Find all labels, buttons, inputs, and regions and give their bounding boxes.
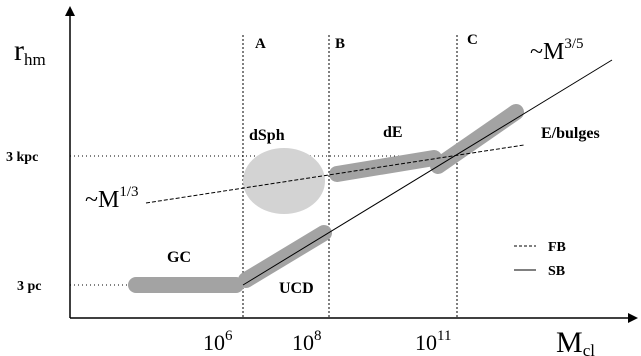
region-label-b: B	[335, 36, 345, 52]
ebulges-band	[430, 104, 524, 174]
region-label-a: A	[255, 36, 266, 52]
y-tick-3kpc: 3 kpc	[6, 150, 38, 165]
x-axis-title: Mcl	[556, 326, 595, 356]
dsph-blob	[243, 148, 325, 214]
x-tick-1e11: 1011	[415, 328, 451, 355]
y-tick-3pc: 3 pc	[17, 279, 42, 294]
ucd-band	[238, 225, 332, 288]
ucd-label: UCD	[279, 280, 314, 297]
dsph-label: dSph	[249, 127, 285, 144]
y-axis-title: rhm	[14, 34, 46, 69]
legend-sb-label: SB	[548, 264, 565, 279]
sb-relation-label: ~M3/5	[530, 36, 584, 65]
de-label: dE	[383, 124, 403, 141]
fb-relation-line	[145, 144, 525, 204]
fb-relation-label: ~M1/3	[85, 184, 139, 213]
ebulges-label: E/bulges	[541, 125, 600, 142]
legend-fb-label: FB	[548, 240, 566, 255]
x-tick-1e8: 108	[292, 328, 322, 355]
sb-relation-line	[242, 59, 613, 286]
x-tick-1e6: 106	[203, 328, 233, 355]
gc-label: GC	[167, 249, 191, 266]
region-label-c: C	[467, 32, 478, 48]
